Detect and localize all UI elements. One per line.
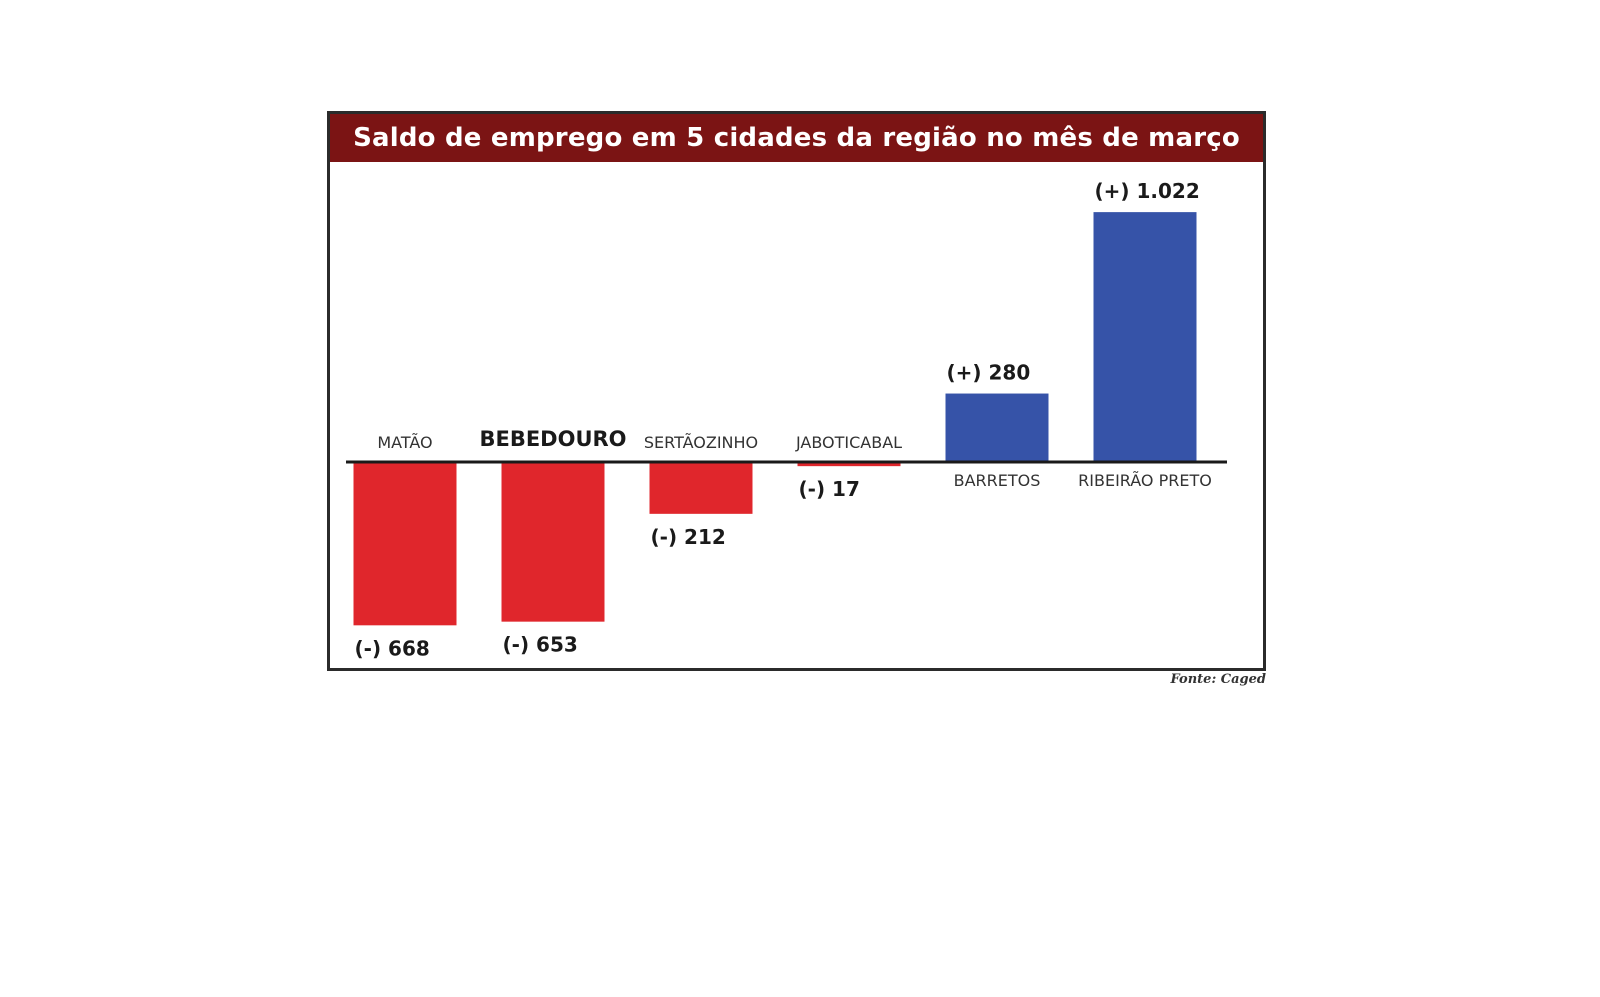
category-label-2: SERTÃOZINHO — [644, 433, 758, 452]
chart-title: Saldo de emprego em 5 cidades da região … — [330, 114, 1263, 162]
value-label-0: (-) 668 — [355, 636, 430, 660]
bar-2 — [649, 462, 753, 514]
category-label-1: BEBEDOURO — [479, 427, 626, 451]
category-label-0: MATÃO — [377, 433, 432, 452]
value-label-5: (+) 1.022 — [1095, 179, 1200, 203]
bar-4 — [945, 393, 1049, 462]
source-note: Fonte: Caged — [1170, 672, 1266, 687]
chart-frame: Saldo de emprego em 5 cidades da região … — [327, 111, 1266, 671]
value-label-1: (-) 653 — [503, 633, 578, 657]
category-label-3: JABOTICABAL — [795, 433, 902, 452]
category-label-4: BARRETOS — [954, 471, 1041, 490]
category-label-5: RIBEIRÃO PRETO — [1078, 471, 1212, 490]
bar-1 — [501, 462, 605, 622]
bar-0 — [353, 462, 457, 626]
chart-plot-area: MATÃO (-) 668 BEBEDOURO (-) 653 SERTÃOZINHO (… — [346, 179, 1227, 660]
value-label-3: (-) 17 — [799, 477, 860, 501]
bar-3 — [797, 462, 901, 467]
value-label-4: (+) 280 — [947, 361, 1031, 385]
value-label-2: (-) 212 — [651, 525, 726, 549]
bar-5 — [1093, 212, 1197, 462]
